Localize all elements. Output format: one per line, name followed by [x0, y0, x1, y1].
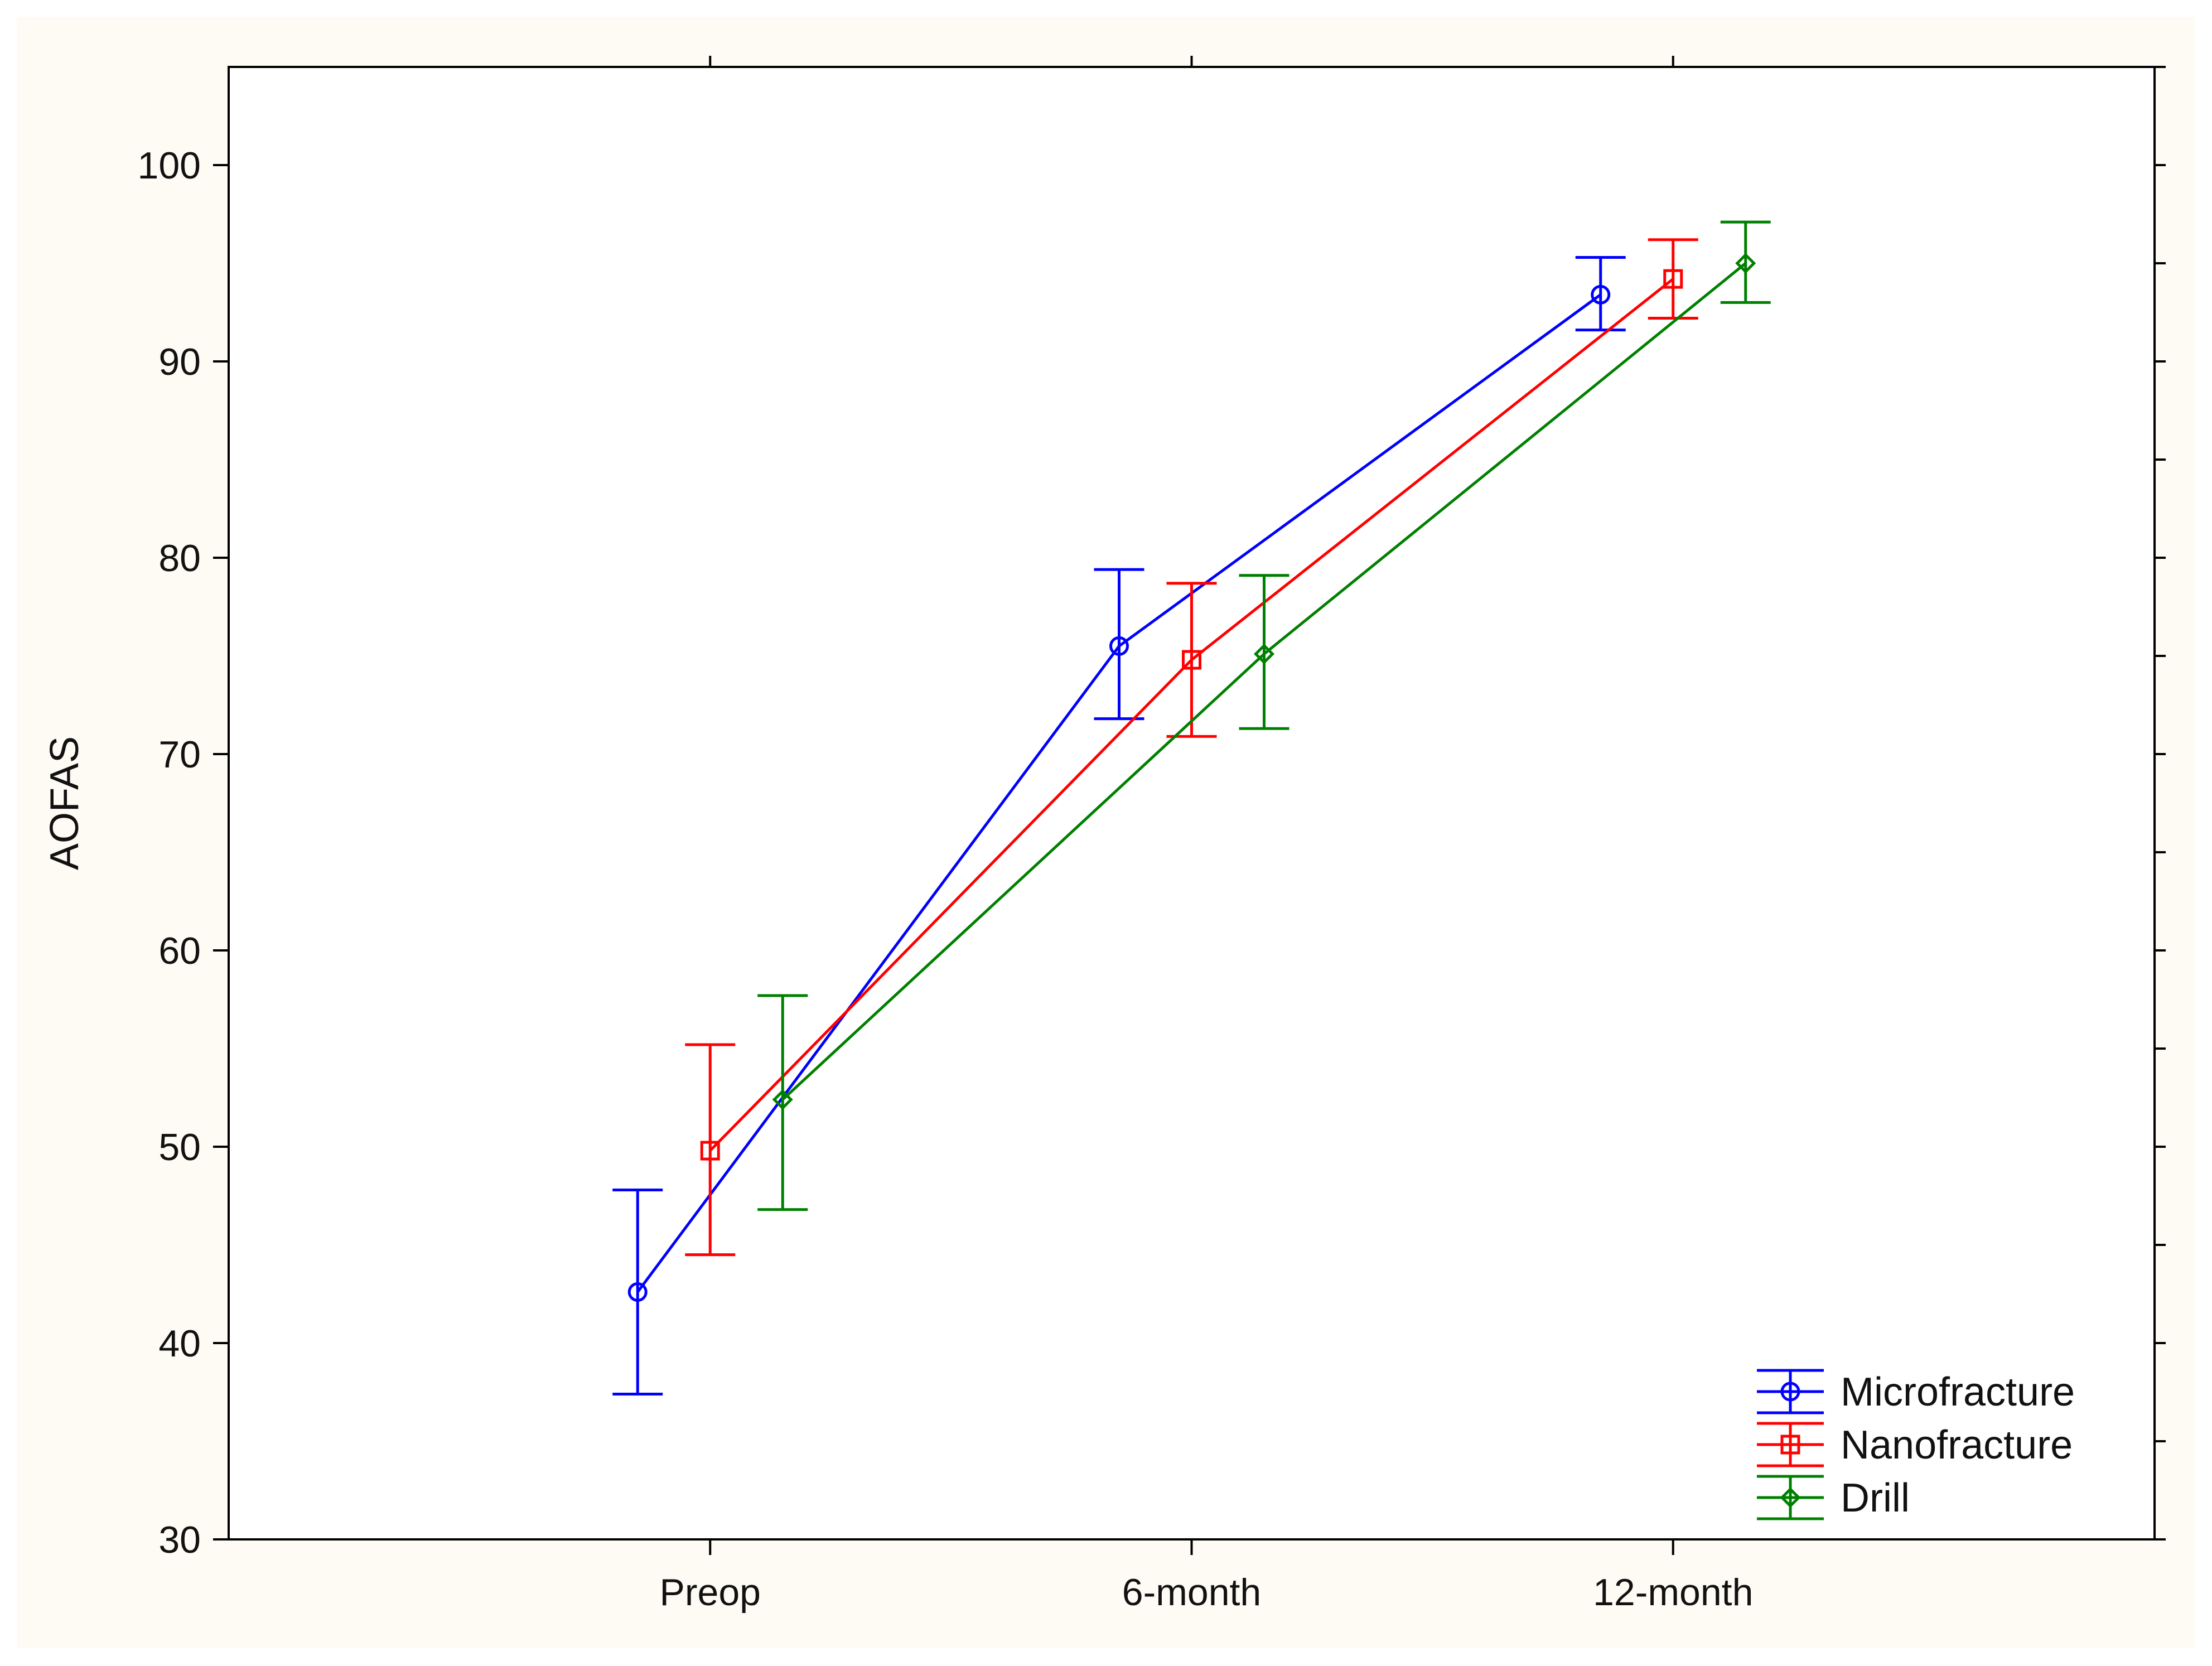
data-point — [1735, 253, 1756, 274]
legend-marker — [1780, 1382, 1800, 1402]
legend-label: Drill — [1841, 1476, 1910, 1520]
legend-item-microfracture: Microfracture — [1757, 1369, 2075, 1414]
data-point — [700, 1141, 720, 1161]
line-chart: 30 40 50 60 70 80 90 100 Preop 6-month 12-month Mi… — [42, 56, 2166, 1614]
legend-label: Nanofracture — [1841, 1423, 2073, 1467]
x-tick-label: 12-month — [1593, 1571, 1753, 1614]
data-point — [772, 1089, 793, 1110]
legend-item-drill: Drill — [1757, 1475, 1910, 1520]
y-tick-label: 60 — [158, 930, 201, 972]
y-tick-label: 80 — [158, 537, 201, 580]
series-drill — [757, 220, 1771, 1211]
y-tick-label: 40 — [158, 1322, 201, 1365]
y-tick-label: 70 — [158, 733, 201, 776]
series-microfracture — [612, 255, 1626, 1396]
y-tick-label: 90 — [158, 341, 201, 383]
legend-marker — [1780, 1487, 1801, 1508]
plot-area — [228, 66, 2156, 1541]
chart-frame: 30 40 50 60 70 80 90 100 Preop 6-month 12-month Mi… — [17, 17, 2195, 1648]
x-tick-label: 6-month — [1122, 1571, 1261, 1614]
legend-label: Microfracture — [1841, 1370, 2075, 1414]
y-tick-label: 30 — [158, 1519, 201, 1561]
y-tick-label: 100 — [138, 144, 201, 187]
legend-marker — [1780, 1435, 1800, 1455]
x-tick-label: Preop — [660, 1571, 761, 1614]
data-point — [1663, 269, 1683, 289]
data-point — [1109, 636, 1129, 656]
y-axis-title: AOFAS — [42, 736, 87, 870]
legend-item-nanofracture: Nanofracture — [1757, 1422, 2073, 1467]
data-point — [1253, 643, 1275, 665]
data-point — [1591, 284, 1611, 305]
y-tick-label: 50 — [158, 1126, 201, 1168]
series-nanofracture — [685, 238, 1698, 1257]
data-point — [627, 1282, 648, 1302]
data-point — [1182, 650, 1201, 670]
